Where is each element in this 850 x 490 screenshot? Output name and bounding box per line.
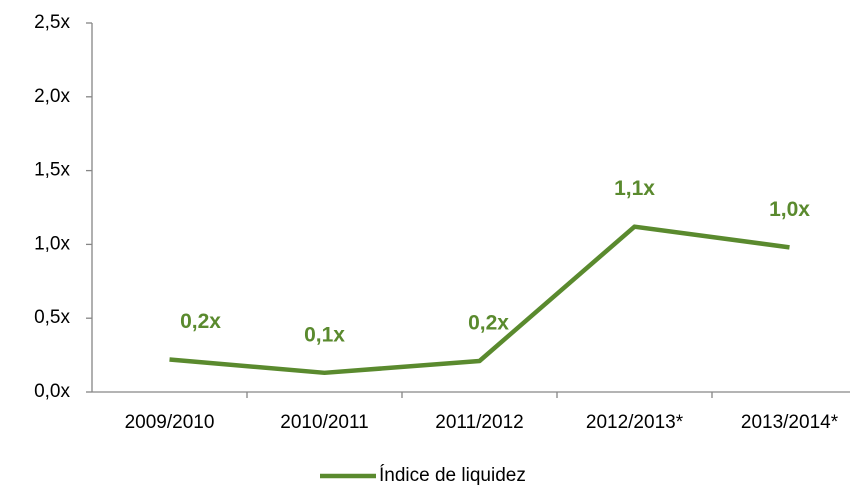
value-label: 0,2x xyxy=(180,310,221,333)
x-tick-label: 2010/2011 xyxy=(280,412,368,433)
y-tick-label: 1,5x xyxy=(34,160,70,181)
y-tick-label: 0,5x xyxy=(34,307,70,328)
y-tick-label: 1,0x xyxy=(34,233,70,254)
x-tick-label: 2011/2012 xyxy=(435,412,523,433)
data-line xyxy=(169,224,790,376)
value-label: 1,0x xyxy=(769,198,810,221)
x-tick-label: 2012/2013* xyxy=(586,412,684,433)
value-label: 1,1x xyxy=(614,177,655,200)
value-label: 0,1x xyxy=(304,323,345,346)
value-label: 0,2x xyxy=(468,312,509,335)
y-tick-label: 0,0x xyxy=(34,381,70,402)
legend-label: Índice de liquidez xyxy=(379,465,526,486)
x-tick-label: 2013/2014* xyxy=(741,412,839,433)
y-tick-label: 2,0x xyxy=(34,86,70,107)
y-tick-label: 2,5x xyxy=(34,12,70,33)
x-tick-label: 2009/2010 xyxy=(125,412,215,433)
